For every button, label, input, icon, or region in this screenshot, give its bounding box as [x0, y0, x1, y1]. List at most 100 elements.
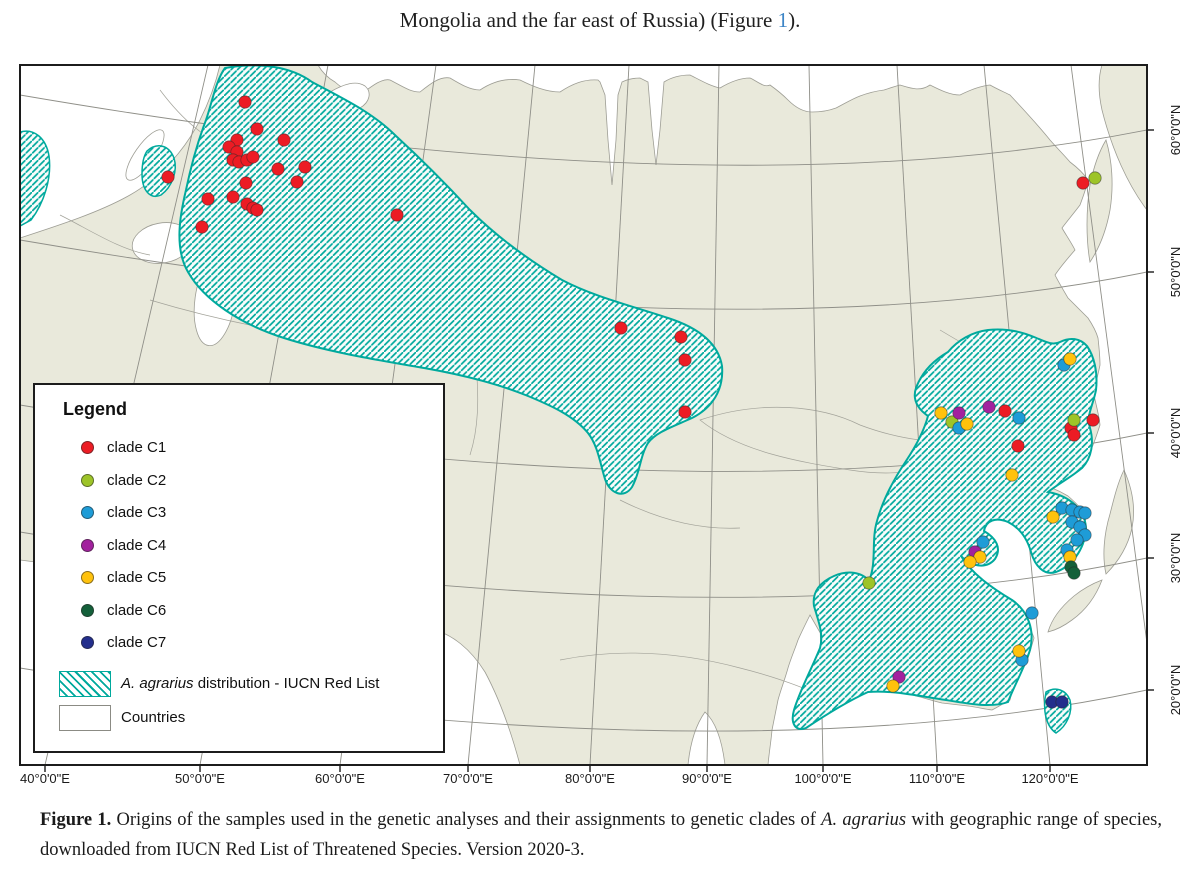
legend-dot-C5	[81, 571, 94, 584]
japan-honshu	[1103, 469, 1134, 575]
legend-item-C7: clade C7	[35, 632, 443, 654]
sample-point-C1	[238, 95, 252, 109]
sample-point-C3	[1025, 606, 1039, 620]
sample-point-C5	[886, 679, 900, 693]
legend-item-C4: clade C4	[35, 535, 443, 557]
sample-point-C1	[298, 160, 312, 174]
longitude-label: 100°0'0"E	[794, 771, 852, 786]
sample-point-C5	[1005, 468, 1019, 482]
caption-body-2: with geographic range of species, downlo…	[40, 810, 1162, 860]
sample-point-C6	[1067, 566, 1081, 580]
legend-item-C3: clade C3	[35, 502, 443, 524]
legend-label-C5: clade C5	[107, 569, 167, 586]
distribution-label-rest: distribution - IUCN Red List	[193, 675, 380, 692]
distribution-baltic-patch	[141, 145, 176, 197]
legend-label-C7: clade C7	[107, 634, 167, 651]
legend-dot-C3	[81, 506, 94, 519]
legend-dot-C6	[81, 603, 94, 617]
axis-ticks	[44, 129, 1154, 772]
longitude-label: 90°0'0"E	[682, 771, 732, 786]
legend-dot-C1	[81, 441, 94, 454]
sample-point-C4	[952, 406, 966, 420]
longitude-label: 60°0'0"E	[315, 771, 365, 786]
sample-point-C5	[1063, 352, 1077, 366]
sample-point-C1	[1011, 439, 1025, 453]
japan-kyushu	[1047, 579, 1103, 633]
map-legend: Legend clade C1 clade C2 clade C3 clade C4 c…	[33, 383, 445, 753]
distribution-hatch-swatch	[59, 671, 111, 697]
sample-point-C1	[226, 190, 240, 204]
sample-point-C1	[674, 330, 688, 344]
legend-label-C3: clade C3	[107, 504, 167, 521]
sample-point-C3	[1012, 411, 1026, 425]
sample-point-C5	[1012, 644, 1026, 658]
sample-point-C1	[201, 192, 215, 206]
longitude-label: 80°0'0"E	[565, 771, 615, 786]
sample-point-C1	[998, 404, 1012, 418]
latitude-label: 20°0'0"N	[1168, 664, 1183, 716]
legend-item-C2: clade C2	[35, 470, 443, 492]
longitude-label: 50°0'0"E	[175, 771, 225, 786]
figure-caption: Figure 1. Origins of the samples used in…	[40, 806, 1162, 866]
sample-point-C1	[614, 321, 628, 335]
sample-point-C7	[1055, 695, 1069, 709]
sample-point-C1	[1086, 413, 1100, 427]
sample-point-C5	[934, 406, 948, 420]
distribution-layer	[20, 65, 1098, 734]
sample-point-C3	[1078, 506, 1092, 520]
sample-point-C1	[1076, 176, 1090, 190]
body-text-post: ).	[788, 8, 801, 32]
caption-species-italic: A. agrarius	[821, 810, 907, 830]
sample-point-C1	[390, 208, 404, 222]
longitude-label: 110°0'0"E	[908, 771, 966, 786]
legend-label-C1: clade C1	[107, 439, 167, 456]
latitude-label: 60°0'0"N	[1168, 104, 1183, 156]
countries-swatch	[59, 705, 111, 731]
map-frame	[19, 64, 1148, 766]
body-text-pre: Mongolia and the far east of Russia) (Fi…	[399, 8, 778, 32]
sample-point-C1	[678, 353, 692, 367]
figure-reference-link[interactable]: 1	[777, 8, 789, 32]
latitude-label: 30°0'0"N	[1168, 532, 1183, 584]
sample-point-C1	[250, 203, 264, 217]
legend-item-C1: clade C1	[35, 437, 443, 459]
sample-point-C1	[271, 162, 285, 176]
sample-points-layer	[161, 95, 1102, 709]
sample-point-C5	[960, 417, 974, 431]
sample-point-C5	[1046, 510, 1060, 524]
legend-dot-C4	[81, 538, 94, 552]
sample-point-C1	[161, 170, 175, 184]
caption-figure-label: Figure 1.	[40, 810, 112, 830]
legend-label-C6: clade C6	[107, 601, 167, 619]
sample-point-C1	[1067, 428, 1081, 442]
longitude-label: 120°0'0"E	[1021, 771, 1079, 786]
sample-point-C2	[862, 576, 876, 590]
sample-point-C1	[195, 220, 209, 234]
distribution-west-blob	[178, 65, 724, 495]
countries-label: Countries	[121, 709, 186, 726]
sample-point-C1	[250, 122, 264, 136]
kamchatka-land	[1098, 65, 1147, 211]
legend-label-C2: clade C2	[107, 471, 167, 489]
longitude-label: 70°0'0"E	[443, 771, 493, 786]
sample-point-C2	[1088, 171, 1102, 185]
legend-dot-C2	[81, 473, 94, 487]
body-text-line: Mongolia and the far east of Russia) (Fi…	[0, 8, 1200, 33]
distribution-label: A. agrarius distribution - IUCN Red List	[121, 675, 379, 692]
sample-point-C3	[976, 535, 990, 549]
sample-point-C1	[246, 150, 260, 164]
sample-point-C3	[1070, 533, 1084, 547]
latitude-label: 50°0'0"N	[1168, 246, 1183, 298]
legend-item-C6: clade C6	[35, 600, 443, 622]
distribution-left-edge-patch	[20, 130, 51, 227]
legend-item-C5: clade C5	[35, 567, 443, 589]
sample-point-C1	[678, 405, 692, 419]
latitude-label: 40°0'0"N	[1168, 407, 1183, 459]
longitude-label: 40°0'0"E	[20, 771, 70, 786]
species-name-italic: A. agrarius	[121, 675, 194, 692]
legend-dot-C7	[81, 636, 94, 649]
sample-point-C4	[982, 400, 996, 414]
sample-point-C2	[1067, 413, 1081, 427]
sample-point-C1	[290, 175, 304, 189]
